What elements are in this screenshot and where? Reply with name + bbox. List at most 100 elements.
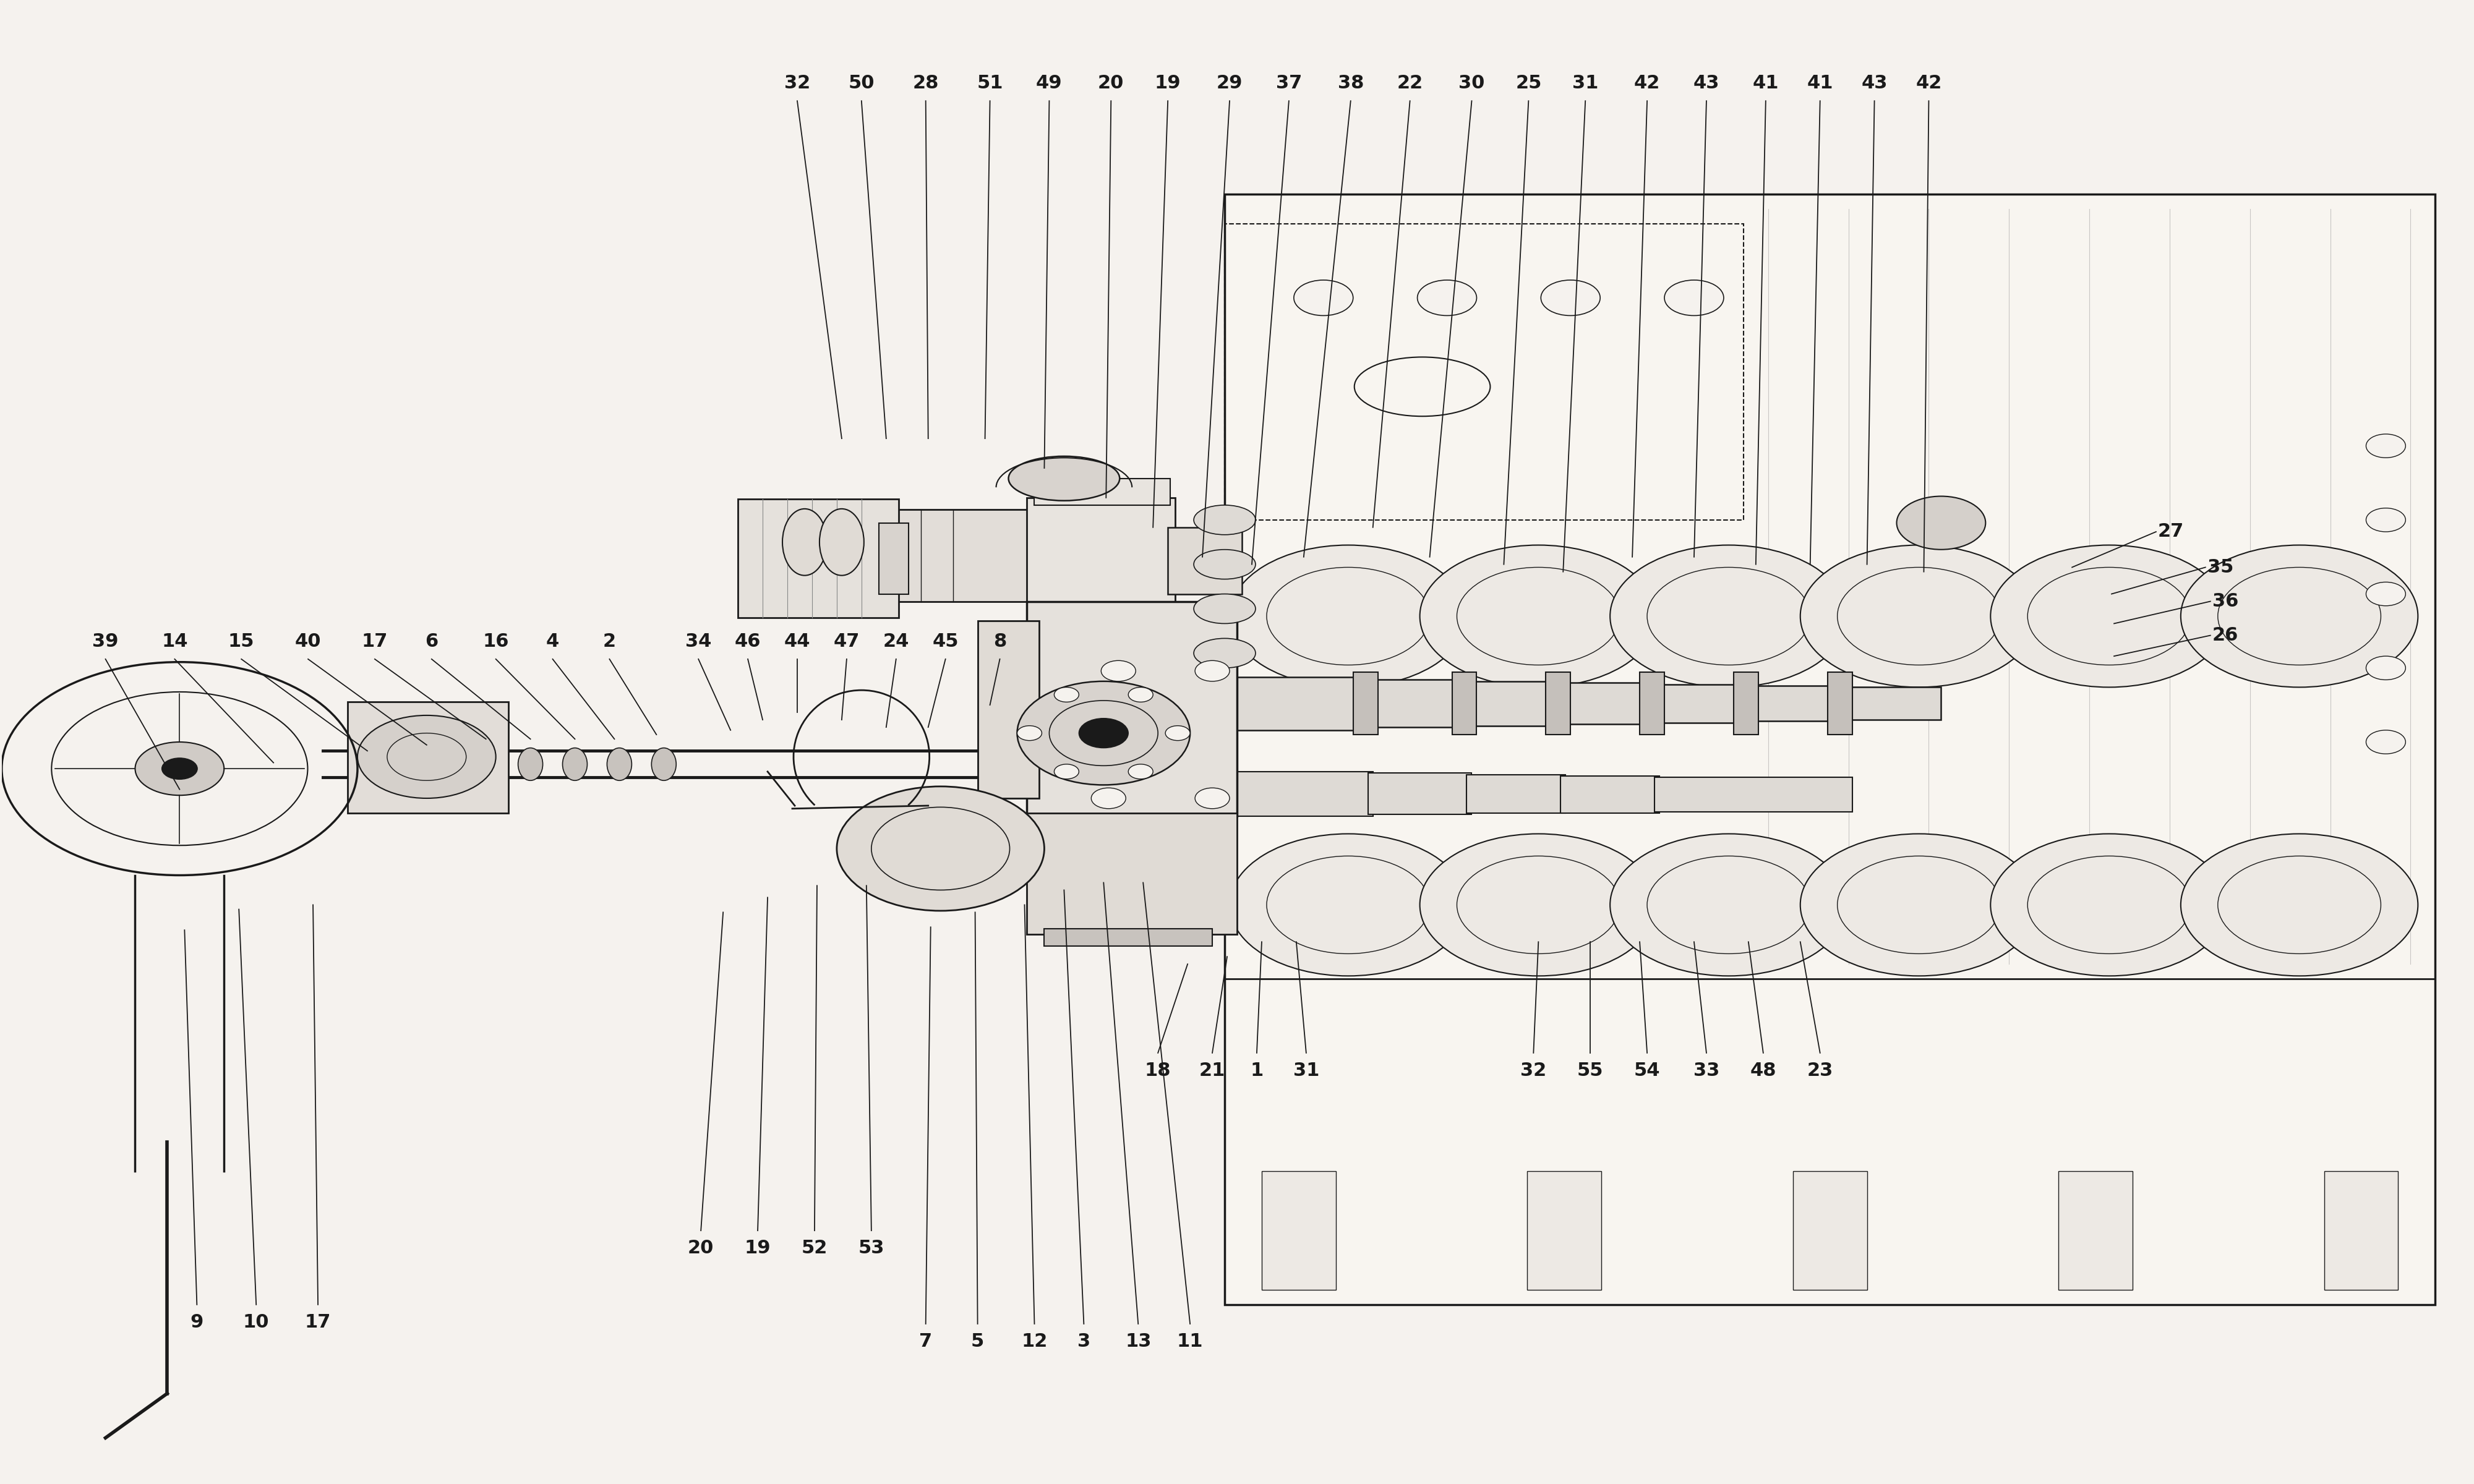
Ellipse shape bbox=[1195, 638, 1254, 668]
Text: 32: 32 bbox=[1522, 1061, 1546, 1080]
Ellipse shape bbox=[1009, 456, 1121, 500]
Text: 31: 31 bbox=[1573, 74, 1598, 92]
Bar bbox=[1044, 929, 1212, 947]
Text: 17: 17 bbox=[304, 1313, 332, 1331]
Bar bbox=[1655, 684, 1754, 723]
Bar bbox=[1262, 1171, 1336, 1290]
Circle shape bbox=[1992, 834, 2227, 976]
Bar bbox=[1353, 672, 1378, 735]
Bar bbox=[737, 499, 898, 617]
Text: 47: 47 bbox=[834, 632, 861, 650]
Circle shape bbox=[2365, 656, 2405, 680]
Bar bbox=[1034, 478, 1170, 505]
Bar bbox=[1237, 677, 1373, 730]
Circle shape bbox=[2365, 730, 2405, 754]
Ellipse shape bbox=[1195, 505, 1254, 534]
Text: 4: 4 bbox=[547, 632, 559, 650]
Text: 15: 15 bbox=[228, 632, 255, 650]
Circle shape bbox=[2180, 545, 2417, 687]
Text: 31: 31 bbox=[1294, 1061, 1319, 1080]
Text: 30: 30 bbox=[1460, 74, 1484, 92]
Text: 20: 20 bbox=[1098, 74, 1123, 92]
Circle shape bbox=[1294, 280, 1353, 316]
Bar bbox=[1368, 773, 1472, 815]
Circle shape bbox=[1128, 764, 1153, 779]
Text: 44: 44 bbox=[784, 632, 811, 650]
Text: 50: 50 bbox=[849, 74, 876, 92]
Bar bbox=[2323, 1171, 2397, 1290]
Bar bbox=[1843, 687, 1942, 720]
Circle shape bbox=[161, 758, 198, 779]
Text: 41: 41 bbox=[1752, 74, 1779, 92]
Text: 10: 10 bbox=[242, 1313, 270, 1331]
Circle shape bbox=[836, 787, 1044, 911]
Bar bbox=[878, 522, 908, 594]
Ellipse shape bbox=[1195, 549, 1254, 579]
Circle shape bbox=[1128, 687, 1153, 702]
Text: 51: 51 bbox=[977, 74, 1002, 92]
Bar bbox=[977, 620, 1039, 798]
Text: 5: 5 bbox=[970, 1333, 985, 1350]
Circle shape bbox=[1418, 280, 1477, 316]
Bar bbox=[1027, 497, 1175, 608]
Bar bbox=[1526, 1171, 1601, 1290]
Text: 41: 41 bbox=[1806, 74, 1833, 92]
Circle shape bbox=[2365, 433, 2405, 457]
Circle shape bbox=[1195, 660, 1230, 681]
Bar bbox=[1027, 601, 1237, 816]
Text: 28: 28 bbox=[913, 74, 938, 92]
Text: 35: 35 bbox=[2207, 558, 2234, 576]
Text: 40: 40 bbox=[294, 632, 322, 650]
Text: 19: 19 bbox=[1155, 74, 1180, 92]
Text: 11: 11 bbox=[1178, 1333, 1202, 1350]
Circle shape bbox=[1195, 788, 1230, 809]
Ellipse shape bbox=[463, 748, 487, 781]
Text: 7: 7 bbox=[920, 1333, 933, 1350]
Text: 48: 48 bbox=[1749, 1061, 1776, 1080]
Text: 32: 32 bbox=[784, 74, 811, 92]
Circle shape bbox=[2180, 834, 2417, 976]
Ellipse shape bbox=[517, 748, 542, 781]
Circle shape bbox=[1420, 545, 1658, 687]
Circle shape bbox=[1420, 834, 1658, 976]
Circle shape bbox=[1898, 496, 1987, 549]
Text: 3: 3 bbox=[1076, 1333, 1091, 1350]
Text: 16: 16 bbox=[482, 632, 510, 650]
Bar bbox=[1467, 681, 1566, 726]
Text: 23: 23 bbox=[1806, 1061, 1833, 1080]
Text: 38: 38 bbox=[1338, 74, 1363, 92]
Circle shape bbox=[1054, 764, 1079, 779]
Ellipse shape bbox=[408, 748, 433, 781]
Ellipse shape bbox=[606, 748, 631, 781]
Bar bbox=[1561, 683, 1660, 724]
Circle shape bbox=[1101, 660, 1136, 681]
Ellipse shape bbox=[782, 509, 826, 576]
Bar bbox=[1467, 775, 1566, 813]
Bar bbox=[349, 702, 507, 813]
Text: 43: 43 bbox=[1860, 74, 1888, 92]
Text: 22: 22 bbox=[1398, 74, 1423, 92]
Text: 34: 34 bbox=[685, 632, 713, 650]
Text: 24: 24 bbox=[883, 632, 908, 650]
Circle shape bbox=[1665, 280, 1724, 316]
Text: 45: 45 bbox=[933, 632, 957, 650]
Circle shape bbox=[1230, 545, 1467, 687]
Text: 1: 1 bbox=[1249, 1061, 1264, 1080]
Bar bbox=[1368, 680, 1472, 727]
Text: 17: 17 bbox=[361, 632, 388, 650]
Text: 27: 27 bbox=[2157, 522, 2185, 540]
Bar bbox=[1452, 672, 1477, 735]
Circle shape bbox=[2365, 508, 2405, 531]
Circle shape bbox=[1992, 545, 2227, 687]
Text: 43: 43 bbox=[1692, 74, 1719, 92]
Circle shape bbox=[1801, 545, 2039, 687]
Bar bbox=[891, 509, 1034, 601]
Text: 33: 33 bbox=[1692, 1061, 1719, 1080]
Ellipse shape bbox=[1195, 594, 1254, 623]
Bar bbox=[1546, 672, 1571, 735]
Text: 12: 12 bbox=[1022, 1333, 1047, 1350]
Circle shape bbox=[1165, 726, 1190, 741]
Bar bbox=[1237, 772, 1373, 816]
Bar bbox=[1640, 672, 1665, 735]
Circle shape bbox=[136, 742, 225, 795]
